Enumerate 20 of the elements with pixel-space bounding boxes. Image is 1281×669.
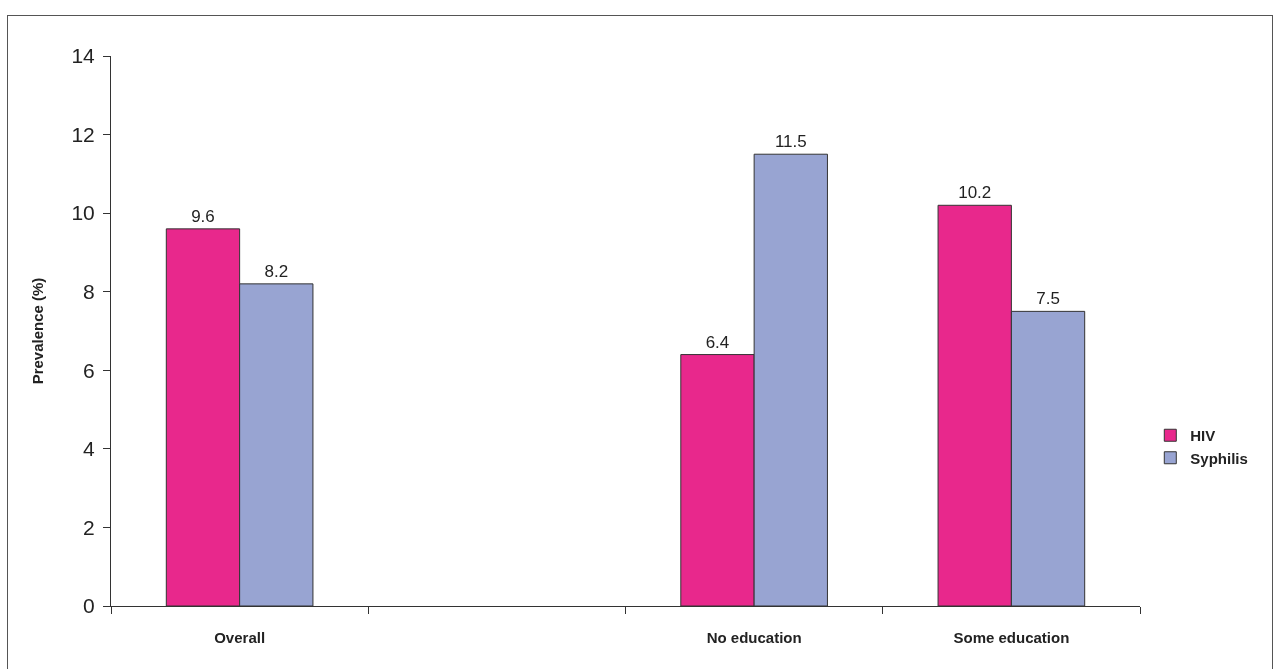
legend-label: Syphilis — [1190, 449, 1248, 467]
y-tick-label: 6 — [83, 358, 95, 382]
y-tick-label: 8 — [83, 280, 95, 304]
data-label: 6.4 — [705, 332, 730, 352]
legend-label: HIV — [1190, 427, 1216, 445]
data-label: 11.5 — [774, 132, 807, 152]
data-label: 9.6 — [191, 206, 215, 226]
x-tick-label: Some education — [953, 629, 1070, 646]
y-tick-label: 2 — [83, 515, 95, 539]
data-label: 7.5 — [1036, 289, 1060, 309]
y-axis-title: Prevalence (%) — [28, 277, 46, 385]
y-tick-label: 4 — [83, 437, 96, 461]
data-label: 8.2 — [264, 261, 289, 281]
y-tick-label: 12 — [71, 122, 95, 146]
x-tick-label: Overall — [214, 629, 266, 646]
y-tick-label: 10 — [71, 201, 95, 225]
x-tick-label: No education — [706, 629, 802, 646]
y-tick-label: 0 — [83, 594, 95, 618]
y-tick-label: 14 — [71, 44, 96, 68]
data-label: 10.2 — [958, 183, 992, 203]
